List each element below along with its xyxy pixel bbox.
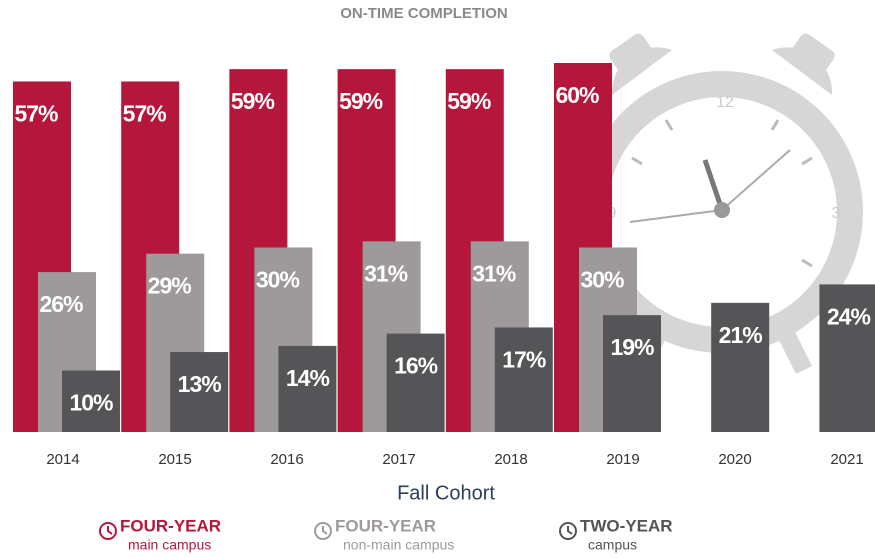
bar bbox=[494, 327, 553, 432]
bar bbox=[170, 352, 229, 432]
x-tick-label: 2017 bbox=[382, 451, 415, 468]
x-tick-label: 2018 bbox=[494, 451, 527, 468]
value-label: 17% bbox=[502, 347, 546, 373]
legend-icon bbox=[322, 526, 328, 535]
bar bbox=[819, 284, 875, 432]
bar bbox=[603, 315, 661, 432]
bar bbox=[711, 302, 770, 432]
value-label: 30% bbox=[256, 267, 300, 293]
clock-number: 3 bbox=[832, 205, 841, 222]
legend-sublabel: main campus bbox=[128, 537, 211, 553]
value-label: 57% bbox=[14, 101, 58, 127]
x-tick-label: 2014 bbox=[46, 451, 79, 468]
value-label: 24% bbox=[827, 303, 871, 329]
value-label: 10% bbox=[69, 390, 113, 416]
clock-number: 9 bbox=[608, 205, 617, 222]
value-label: 31% bbox=[472, 260, 516, 286]
legend-label: TWO-YEAR bbox=[580, 516, 673, 535]
legend-icon bbox=[314, 522, 332, 540]
value-label: 30% bbox=[580, 267, 624, 293]
x-axis-label: Fall Cohort bbox=[397, 482, 495, 504]
legend-sublabel: non-main campus bbox=[343, 537, 454, 553]
x-tick-label: 2019 bbox=[606, 451, 639, 468]
x-tick-label: 2016 bbox=[270, 451, 303, 468]
legend-icon bbox=[107, 526, 113, 535]
bar bbox=[278, 345, 337, 432]
legend-icon bbox=[99, 522, 117, 540]
value-label: 59% bbox=[231, 88, 275, 114]
chart-title: ON-TIME COMPLETION bbox=[340, 5, 508, 22]
value-label: 60% bbox=[555, 82, 599, 108]
value-label: 59% bbox=[339, 88, 383, 114]
x-tick-label: 2021 bbox=[830, 451, 863, 468]
legend-label: FOUR-YEAR bbox=[120, 516, 221, 535]
legend-icon bbox=[559, 522, 577, 540]
legend-label: FOUR-YEAR bbox=[335, 516, 436, 535]
value-label: 14% bbox=[286, 365, 330, 391]
x-tick-label: 2020 bbox=[718, 451, 751, 468]
value-label: 57% bbox=[123, 101, 167, 127]
x-tick-label: 2015 bbox=[158, 451, 191, 468]
value-label: 16% bbox=[394, 353, 438, 379]
value-label: 31% bbox=[364, 260, 408, 286]
value-label: 21% bbox=[719, 322, 763, 348]
value-label: 59% bbox=[447, 88, 491, 114]
bar bbox=[62, 370, 120, 432]
legend-icon bbox=[567, 526, 573, 535]
value-label: 26% bbox=[39, 291, 83, 317]
value-label: 19% bbox=[610, 334, 654, 360]
bar bbox=[386, 333, 445, 432]
value-label: 29% bbox=[148, 273, 192, 299]
value-label: 13% bbox=[178, 371, 222, 397]
legend-sublabel: campus bbox=[588, 537, 637, 553]
clock-number: 12 bbox=[716, 94, 734, 111]
